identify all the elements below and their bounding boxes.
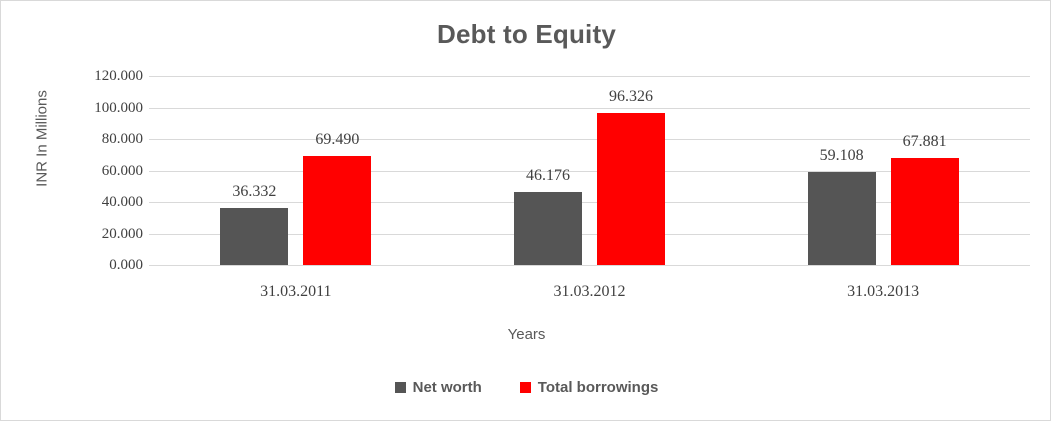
bar[interactable] [807,171,876,265]
bar[interactable] [303,155,372,265]
legend-swatch-icon [519,382,531,393]
gridline [149,202,1030,203]
bar[interactable] [890,158,959,265]
gridline [149,107,1030,109]
bar[interactable] [514,192,582,265]
gridline [149,265,1030,266]
bar[interactable] [597,113,665,265]
y-axis-tick-label: 20.000 [101,225,143,242]
x-axis-title: Years [507,326,546,343]
y-axis-tick-label: 60.000 [101,162,143,179]
x-axis-tick-labels: 31.03.2011 31.03.2012 31.03.2013 [149,284,1030,308]
y-axis-tick-labels: 120.000 100.000 80.000 60.000 40.000 20.000 0.… [61,1,143,420]
bar-value-label: 67.881 [902,133,947,151]
y-axis-tick-label: 80.000 [101,131,143,147]
plot-area: 36.332 46.176 59.108 69.490 96.326 67.881 [149,76,1030,266]
legend-label: Total borrowings [537,379,659,396]
legend-entry[interactable]: Net worth [394,379,482,396]
y-axis-tick-label: 0.000 [109,257,143,273]
legend-entry[interactable]: Total borrowings [519,379,659,396]
bar-value-label: 59.108 [819,146,864,164]
x-axis-tick-label: 31.03.2012 [553,283,626,300]
bar-value-label: 46.176 [526,167,570,185]
gridline [149,139,1030,140]
bar-value-label: 69.490 [315,130,360,148]
y-axis-tick-label: 100.000 [94,99,143,116]
y-axis-title: INR In Millions [33,90,51,187]
chart-legend: Net worth Total borrowings [1,379,1050,396]
gridline [149,76,1030,77]
y-axis-tick-label: 40.000 [101,194,143,210]
legend-swatch-icon [394,382,406,393]
y-axis-tick-label: 120.000 [94,68,143,84]
gridline [149,170,1030,172]
x-axis-tick-label: 31.03.2011 [260,283,332,300]
bar-value-label: 96.326 [609,88,653,106]
bar-value-label: 36.332 [232,182,277,200]
bar[interactable] [220,207,289,265]
legend-label: Net worth [412,379,482,396]
chart-title: Debt to Equity [436,19,616,49]
x-axis-tick-label: 31.03.2013 [847,283,920,300]
gridline [149,233,1030,235]
